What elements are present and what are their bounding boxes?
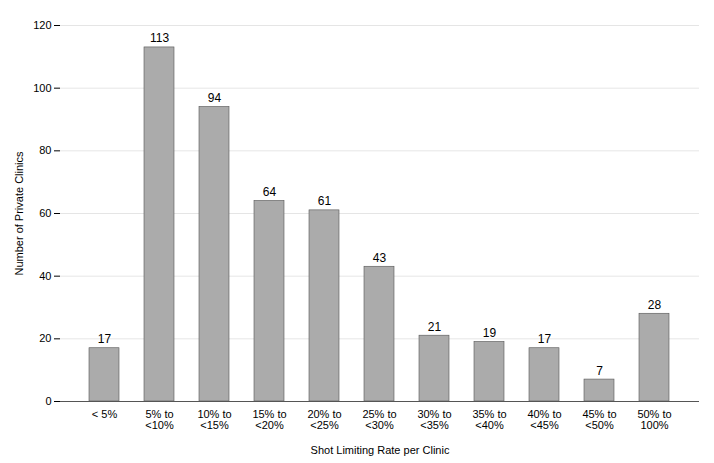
svg-text:7: 7 [596, 364, 603, 378]
svg-text:94: 94 [208, 91, 222, 105]
svg-text:< 5%: < 5% [92, 408, 118, 420]
svg-text:20% to<25%: 20% to<25% [307, 408, 341, 431]
svg-text:19: 19 [483, 326, 497, 340]
svg-text:15% to<20%: 15% to<20% [252, 408, 286, 431]
svg-text:30% to<35%: 30% to<35% [417, 408, 451, 431]
svg-text:64: 64 [263, 185, 277, 199]
svg-text:Number of Private Clinics: Number of Private Clinics [13, 151, 25, 276]
svg-text:60: 60 [39, 207, 51, 219]
svg-text:10% to<15%: 10% to<15% [197, 408, 231, 431]
svg-text:100: 100 [33, 82, 51, 94]
svg-text:21: 21 [428, 320, 442, 334]
svg-text:5% to<10%: 5% to<10% [145, 408, 174, 431]
svg-text:113: 113 [150, 31, 169, 45]
svg-text:80: 80 [39, 144, 51, 156]
svg-text:35% to<40%: 35% to<40% [472, 408, 506, 431]
svg-text:43: 43 [373, 251, 387, 265]
svg-text:17: 17 [538, 332, 552, 346]
svg-text:45% to<50%: 45% to<50% [582, 408, 616, 431]
svg-text:28: 28 [648, 298, 662, 312]
svg-text:0: 0 [45, 395, 51, 407]
svg-text:Shot Limiting Rate per Clinic: Shot Limiting Rate per Clinic [311, 444, 450, 456]
svg-text:20: 20 [39, 332, 51, 344]
svg-text:40% to<45%: 40% to<45% [527, 408, 561, 431]
svg-text:40: 40 [39, 270, 51, 282]
svg-text:120: 120 [33, 19, 51, 31]
svg-text:61: 61 [318, 194, 332, 208]
svg-text:50% to100%: 50% to100% [637, 408, 671, 431]
svg-text:25% to<30%: 25% to<30% [362, 408, 396, 431]
svg-text:17: 17 [98, 332, 112, 346]
